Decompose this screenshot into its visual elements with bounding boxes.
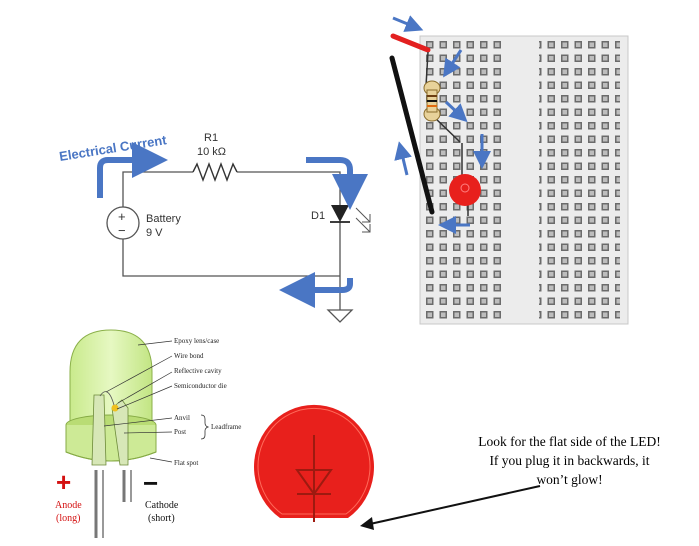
cathode-sign: − xyxy=(143,468,158,498)
label-epoxy: Epoxy lens/case xyxy=(174,337,219,345)
led-epoxy-body xyxy=(69,329,153,426)
label-semiconductor-die: Semiconductor die xyxy=(174,382,227,390)
resistor-value: 10 kΩ xyxy=(197,146,226,158)
breadboard-resistor xyxy=(423,80,441,122)
battery-label: Battery xyxy=(146,213,181,225)
label-wire-bond: Wire bond xyxy=(174,352,204,360)
led-anatomy-diagram: Epoxy lens/case Wire bond Reflective cav… xyxy=(55,329,241,538)
battery-plus-sign: + xyxy=(118,209,126,224)
diode-symbol xyxy=(330,205,371,233)
breadboard-led xyxy=(449,143,481,216)
note-line-1: Look for the flat side of the LED! xyxy=(478,434,661,449)
led-top-view xyxy=(254,404,375,522)
label-flat-spot: Flat spot xyxy=(174,459,198,467)
red-jumper-wire xyxy=(390,33,431,53)
label-anvil: Anvil xyxy=(174,414,190,422)
note-line-2: If you plug it in backwards, it xyxy=(489,453,650,468)
note-pointer-arrow xyxy=(360,485,541,530)
circuit-schematic: R1 10 kΩ + − Battery 9 V D1 Electrical C… xyxy=(58,132,371,323)
battery-voltage: 9 V xyxy=(146,227,163,239)
anode-label: Anode xyxy=(55,500,82,511)
ground-symbol xyxy=(326,309,354,323)
diode-ref: D1 xyxy=(311,210,325,222)
breadboard-wires xyxy=(389,33,461,215)
label-post: Post xyxy=(174,428,186,436)
anode-sub: (long) xyxy=(56,513,80,524)
battery-minus-sign: − xyxy=(118,223,126,238)
resistor-symbol xyxy=(192,162,238,182)
cathode-label: Cathode xyxy=(145,500,179,511)
current-arrows xyxy=(97,142,368,308)
battery-symbol: + − xyxy=(106,206,140,240)
resistor-ref: R1 xyxy=(204,132,218,144)
breadboard-current-arrows xyxy=(392,15,491,234)
black-jumper-wire xyxy=(389,55,435,215)
label-leadframe: Leadframe xyxy=(211,423,241,431)
cathode-sub: (short) xyxy=(148,513,175,524)
note-line-3: won’t glow! xyxy=(536,472,603,487)
label-reflective-cavity: Reflective cavity xyxy=(174,367,222,375)
led-top-diode-symbol xyxy=(295,435,333,522)
leadframe-brace xyxy=(200,414,210,440)
breadboard xyxy=(419,35,629,325)
flat-side-note: Look for the flat side of the LED! If yo… xyxy=(452,432,687,489)
anode-sign: + xyxy=(56,467,71,497)
